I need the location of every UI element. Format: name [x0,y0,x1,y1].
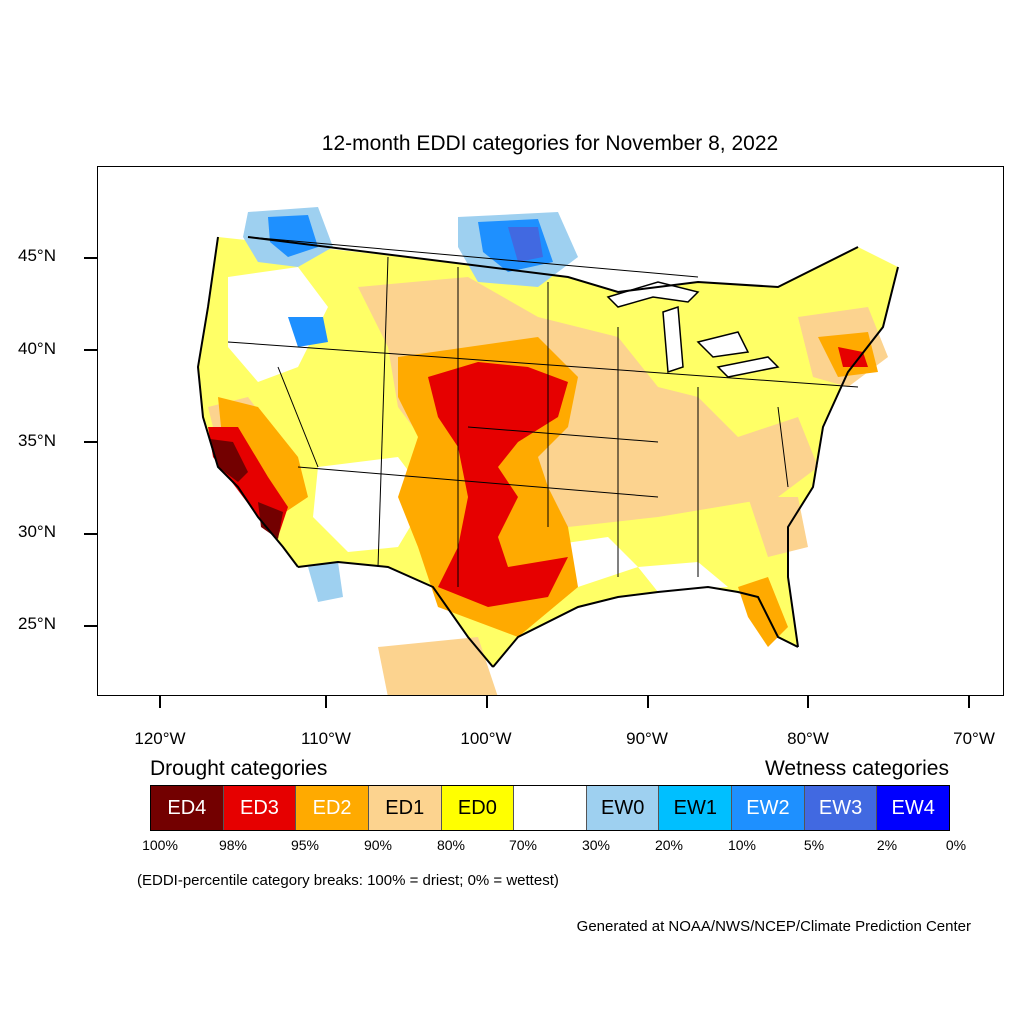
lat-tick-45 [84,257,97,259]
legend-colorbar: ED4 ED3 ED2 ED1 ED0 EW0 EW1 EW2 EW3 EW4 [150,785,950,831]
lon-label-110: 110°W [301,729,351,748]
legend-break-label: 70% [508,837,538,853]
legend-cell-ed2: ED2 [296,786,369,830]
legend-cell-ed1: ED1 [368,786,442,830]
lon-tick-100 [486,696,488,708]
legend-break-label: 90% [363,837,393,853]
legend-break-label: 10% [727,837,757,853]
coastline [196,236,899,668]
legend-cell-ew2: EW2 [732,786,805,830]
legend-break-label: 95% [290,837,320,853]
lat-label-45: 45°N [18,246,56,265]
lon-tick-110 [325,696,327,708]
map-canvas [196,207,899,695]
lon-label-100: 100°W [460,729,512,748]
legend-cell-ew1: EW1 [659,786,733,830]
legend-cell-ew4: EW4 [877,786,950,830]
category-note: (EDDI-percentile category breaks: 100% =… [137,872,559,889]
legend-break-label: 80% [436,837,466,853]
lat-tick-40 [84,349,97,351]
legend-cell-normal [514,786,587,830]
legend-break-label: 0% [945,837,967,853]
legend-cell-ed3: ED3 [223,786,297,830]
lat-tick-35 [84,441,97,443]
lon-label-90: 90°W [626,729,668,748]
legend-break-label: 100% [142,837,178,853]
credit-line: Generated at NOAA/NWS/NCEP/Climate Predi… [576,918,971,935]
map-title: 12-month EDDI categories for November 8,… [321,132,779,155]
wet-areas [243,207,578,602]
lat-tick-30 [84,533,97,535]
legend-cell-ew0: EW0 [586,786,660,830]
lat-label-35: 35°N [18,431,56,450]
legend-cell-ed0: ED0 [441,786,515,830]
lat-label-40: 40°N [18,339,56,358]
lon-label-120: 120°W [134,729,186,748]
legend-wetness-title: Wetness categories [764,757,949,780]
eddi-map [97,166,1004,696]
legend-break-label: 20% [654,837,684,853]
legend-break-label: 98% [218,837,248,853]
ed4-areas [210,439,283,539]
lon-label-80: 80°W [787,729,829,748]
legend-break-label: 5% [803,837,825,853]
lon-tick-120 [159,696,161,708]
near-normal-areas [228,267,728,592]
lat-label-30: 30°N [18,522,56,541]
legend-cell-ew3: EW3 [804,786,878,830]
state-lines [227,236,859,587]
lon-label-70: 70°W [953,729,995,748]
lon-tick-80 [807,696,809,708]
lon-tick-90 [647,696,649,708]
legend-cell-ed4: ED4 [151,786,224,830]
lat-label-25: 25°N [18,614,56,633]
lat-tick-25 [84,625,97,627]
legend-break-label: 30% [581,837,611,853]
legend-drought-title: Drought categories [150,757,328,780]
great-lakes [606,281,780,378]
lon-tick-70 [968,696,970,708]
legend-break-label: 2% [876,837,898,853]
